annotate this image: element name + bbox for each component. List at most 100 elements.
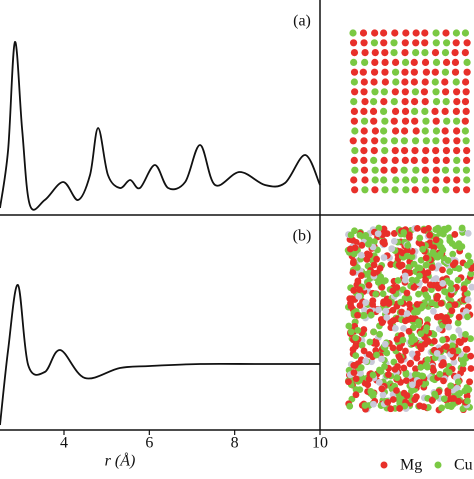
atom [349,269,357,276]
atom [347,303,355,310]
atom [431,390,439,398]
atom [360,88,368,96]
atom [400,166,408,174]
atom [395,395,403,403]
atom [370,156,378,164]
atom [391,107,400,115]
atom [357,364,365,372]
atom [424,316,431,324]
atom [381,78,389,86]
atom [364,381,372,389]
atom [422,291,430,299]
atom [447,285,455,293]
atom [399,336,407,344]
atom [410,98,419,106]
atom-snapshots [344,29,474,414]
atom [444,389,452,397]
atom [390,49,398,57]
atom [360,347,368,355]
atom [442,98,450,106]
atom [463,186,471,194]
atom [416,234,424,242]
atom [370,238,378,246]
atom [378,319,386,326]
atom [468,283,474,291]
atom [383,314,391,321]
atom [374,306,382,314]
atom [380,88,388,96]
atom [356,302,364,309]
atom [347,231,355,239]
atom [411,186,419,194]
atom [350,156,358,164]
atom [373,351,381,359]
atom [463,58,471,66]
atom [414,224,421,232]
atom [388,245,396,253]
atom [451,68,460,76]
atom [464,229,472,237]
atom [421,166,429,174]
atom [357,272,365,279]
atom [402,29,410,37]
atom [371,29,379,37]
atom [351,88,359,96]
atom [384,398,392,406]
atom [379,238,387,246]
atom [380,39,388,47]
atom [420,403,428,411]
atom [464,296,472,304]
atom [391,147,399,155]
atom [362,357,370,365]
atom [448,307,456,315]
atom [463,147,471,155]
atom [464,252,472,260]
atom [379,290,387,298]
atom [359,29,368,37]
atom [461,49,469,57]
atom [447,280,455,287]
atom [461,29,470,37]
atom [351,127,359,135]
atom [370,98,378,106]
atom [392,176,400,184]
atom [439,359,447,366]
atom [417,330,425,338]
atom [452,117,461,125]
atom [376,264,384,272]
atom [370,328,378,336]
atom [351,147,359,155]
atom [403,310,411,317]
atom [350,176,358,184]
atom [410,58,418,66]
atom [379,391,387,399]
atom [462,308,470,316]
atom [390,358,398,366]
atom [393,335,401,343]
atom [371,127,379,135]
atom [413,354,421,362]
atom [361,186,369,194]
atom [352,375,360,383]
atom [453,176,461,184]
atom [461,127,469,135]
atom [421,127,429,135]
atom [372,290,380,298]
atom [361,176,369,184]
atom [413,277,420,284]
atom [362,299,370,306]
atom [439,279,447,287]
atom [370,269,378,277]
atom [401,156,409,164]
atom [443,176,451,184]
atom [374,278,382,286]
atom [400,324,407,332]
atom [462,137,470,145]
atom [380,137,388,145]
atom [439,266,446,274]
atom [421,156,429,164]
atom [401,276,409,284]
atom [446,268,454,276]
atom [394,277,402,284]
atom [452,39,460,47]
